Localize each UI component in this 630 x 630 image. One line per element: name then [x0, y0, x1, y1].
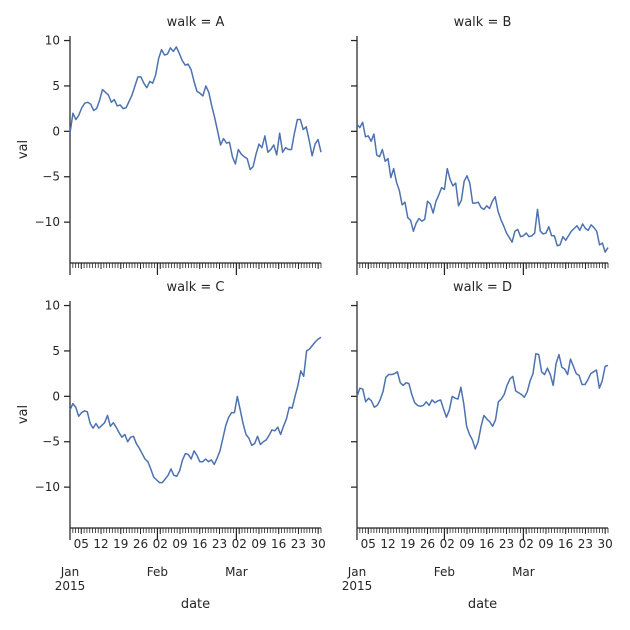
y-tick-label: 5: [52, 79, 60, 93]
x-tick-label: 19: [400, 537, 415, 551]
x-major-tick-label: Mar: [225, 565, 248, 579]
x-major-tick-year: 2015: [342, 579, 373, 593]
y-tick-label: −5: [42, 170, 60, 184]
x-tick-label: 05: [74, 537, 89, 551]
series-line: [356, 121, 609, 253]
y-tick-label: −10: [35, 480, 60, 494]
x-tick-label: 23: [499, 537, 514, 551]
x-tick-label: 26: [133, 537, 148, 551]
x-tick-label: 09: [459, 537, 474, 551]
panel-title: walk = A: [167, 15, 225, 30]
y-axis-label: val: [16, 405, 31, 424]
panel-title: walk = B: [454, 15, 512, 30]
x-tick-label: 23: [291, 537, 306, 551]
x-tick-label: 23: [578, 537, 593, 551]
x-major-tick-label: Jan: [347, 565, 367, 579]
x-tick-label: 16: [479, 537, 494, 551]
x-tick-label: 30: [598, 537, 613, 551]
y-tick-label: 5: [52, 344, 60, 358]
x-tick-label: 09: [251, 537, 266, 551]
x-tick-label: 16: [271, 537, 286, 551]
series-line: [69, 336, 322, 484]
y-tick-label: 0: [52, 389, 60, 403]
x-tick-label: 19: [113, 537, 128, 551]
series-line: [69, 46, 322, 171]
x-tick-label: 12: [380, 537, 395, 551]
y-tick-label: 10: [45, 299, 60, 313]
x-tick-label: 02: [153, 537, 168, 551]
panel-title: walk = D: [453, 280, 512, 295]
x-tick-label: 16: [558, 537, 573, 551]
x-major-tick-label: Jan: [60, 565, 80, 579]
x-axis-label: date: [181, 597, 210, 612]
y-tick-label: 10: [45, 34, 60, 48]
x-tick-label: 23: [212, 537, 227, 551]
x-tick-label: 02: [440, 537, 455, 551]
x-major-tick-label: Feb: [147, 565, 168, 579]
x-tick-label: 30: [311, 537, 326, 551]
x-tick-label: 16: [192, 537, 207, 551]
series-line: [356, 352, 609, 450]
x-major-tick-label: Mar: [512, 565, 535, 579]
x-major-tick-year: 2015: [55, 579, 86, 593]
x-tick-label: 12: [93, 537, 108, 551]
x-tick-label: 26: [420, 537, 435, 551]
y-tick-label: −5: [42, 435, 60, 449]
x-tick-label: 02: [519, 537, 534, 551]
x-tick-label: 09: [538, 537, 553, 551]
x-tick-label: 05: [361, 537, 376, 551]
x-major-tick-label: Feb: [434, 565, 455, 579]
x-axis-label: date: [468, 597, 497, 612]
y-tick-label: −10: [35, 215, 60, 229]
x-tick-label: 02: [232, 537, 247, 551]
panel-title: walk = C: [167, 280, 225, 295]
y-axis-label: val: [16, 140, 31, 159]
y-tick-label: 0: [52, 124, 60, 138]
x-tick-label: 09: [172, 537, 187, 551]
